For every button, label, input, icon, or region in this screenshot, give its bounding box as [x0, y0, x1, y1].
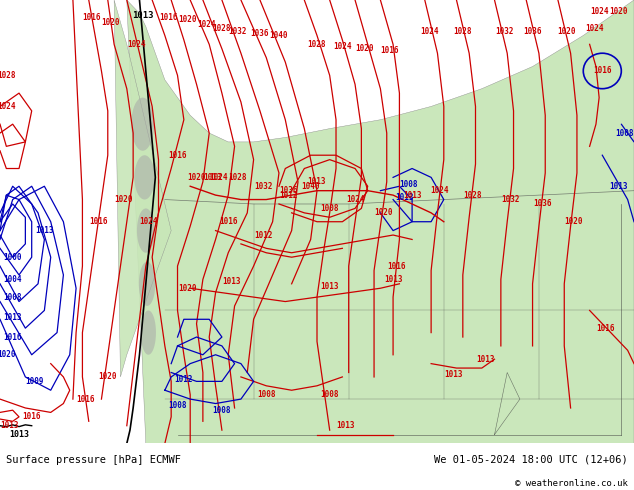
Text: 1016: 1016 [387, 262, 406, 270]
Text: 1020: 1020 [98, 372, 117, 381]
Text: 1024: 1024 [430, 186, 450, 195]
Text: 1013: 1013 [320, 282, 339, 291]
Text: 1013: 1013 [3, 313, 22, 321]
Text: 1020: 1020 [355, 44, 374, 53]
Text: We 01-05-2024 18:00 UTC (12+06): We 01-05-2024 18:00 UTC (12+06) [434, 455, 628, 465]
Polygon shape [139, 262, 155, 306]
Text: 1024: 1024 [420, 26, 439, 36]
Text: 1024: 1024 [585, 24, 604, 33]
Text: 1020: 1020 [101, 18, 120, 26]
Text: 1008: 1008 [257, 390, 276, 399]
Text: 1032: 1032 [495, 26, 514, 36]
Text: 1013: 1013 [133, 11, 154, 20]
Text: 1000: 1000 [3, 253, 22, 262]
Text: 1013: 1013 [395, 193, 414, 202]
Text: 1024: 1024 [0, 102, 16, 111]
Text: 1024: 1024 [127, 40, 146, 49]
Text: 1020: 1020 [114, 195, 133, 204]
Text: 1016: 1016 [89, 217, 108, 226]
Text: 1020: 1020 [178, 16, 197, 24]
Text: 1012: 1012 [254, 230, 273, 240]
Text: 1036: 1036 [250, 29, 269, 38]
Text: 1013: 1013 [444, 370, 463, 379]
Text: 1040: 1040 [269, 31, 288, 40]
Text: 1008: 1008 [168, 401, 187, 410]
Text: 1020: 1020 [187, 173, 206, 182]
Text: 1020: 1020 [557, 26, 576, 36]
Text: 1016: 1016 [219, 217, 238, 226]
Text: 1036: 1036 [523, 26, 542, 36]
Text: 1016: 1016 [22, 413, 41, 421]
Text: 1020: 1020 [178, 284, 197, 293]
Polygon shape [137, 208, 155, 253]
Text: 1016: 1016 [76, 394, 95, 404]
Text: 1013: 1013 [222, 277, 241, 286]
Text: Surface pressure [hPa] ECMWF: Surface pressure [hPa] ECMWF [6, 455, 181, 465]
Text: 1024: 1024 [346, 195, 365, 204]
Text: 1036: 1036 [279, 186, 298, 195]
Text: 1013: 1013 [609, 182, 628, 191]
Text: 1028: 1028 [453, 26, 472, 36]
Text: 1032: 1032 [254, 182, 273, 191]
Text: 1032: 1032 [501, 195, 520, 204]
Text: 1024: 1024 [209, 173, 228, 182]
Polygon shape [131, 98, 154, 151]
Text: 1028: 1028 [463, 191, 482, 199]
Text: 1028: 1028 [228, 173, 247, 182]
Text: 1020: 1020 [564, 217, 583, 226]
Text: 1008: 1008 [3, 293, 22, 302]
Text: 1013: 1013 [336, 421, 355, 430]
Text: 1009: 1009 [25, 377, 44, 386]
Text: 1008: 1008 [399, 179, 418, 189]
Text: 1040: 1040 [301, 182, 320, 191]
Text: 1028: 1028 [212, 24, 231, 33]
Text: 1008: 1008 [212, 406, 231, 415]
Text: 1013: 1013 [403, 191, 422, 199]
Polygon shape [114, 0, 171, 377]
Text: 1013: 1013 [0, 421, 19, 430]
Text: 1013: 1013 [384, 275, 403, 284]
Text: 1013: 1013 [203, 173, 222, 182]
Text: 1013: 1013 [35, 226, 54, 235]
Text: 1013: 1013 [476, 355, 495, 364]
Text: 1013: 1013 [307, 177, 327, 186]
Text: 1016: 1016 [3, 333, 22, 342]
Text: 1036: 1036 [533, 199, 552, 208]
Text: 1024: 1024 [139, 217, 158, 226]
Text: 1024: 1024 [590, 6, 609, 16]
Text: 1024: 1024 [197, 20, 216, 29]
Text: 1016: 1016 [82, 13, 101, 22]
Text: 1024: 1024 [333, 42, 352, 51]
Text: 1020: 1020 [0, 350, 16, 359]
Text: 1016: 1016 [380, 47, 399, 55]
Text: 1020: 1020 [374, 208, 393, 218]
Text: 1013: 1013 [9, 430, 29, 439]
Text: 1012: 1012 [279, 191, 298, 199]
Text: 1012: 1012 [174, 375, 193, 384]
Text: 1020: 1020 [609, 6, 628, 16]
Text: 1016: 1016 [168, 151, 187, 160]
Text: 1008: 1008 [615, 128, 634, 138]
Polygon shape [134, 155, 155, 199]
Text: 1008: 1008 [320, 390, 339, 399]
Polygon shape [141, 311, 156, 355]
Text: 1028: 1028 [0, 71, 16, 80]
Polygon shape [127, 0, 634, 443]
Text: 1008: 1008 [320, 204, 339, 213]
Text: 1032: 1032 [228, 26, 247, 36]
Text: 1016: 1016 [596, 324, 615, 333]
Text: 1028: 1028 [307, 40, 327, 49]
Text: 1004: 1004 [3, 275, 22, 284]
Text: 1016: 1016 [593, 67, 612, 75]
Text: 1016: 1016 [158, 13, 178, 22]
Text: © weatheronline.co.uk: © weatheronline.co.uk [515, 479, 628, 488]
